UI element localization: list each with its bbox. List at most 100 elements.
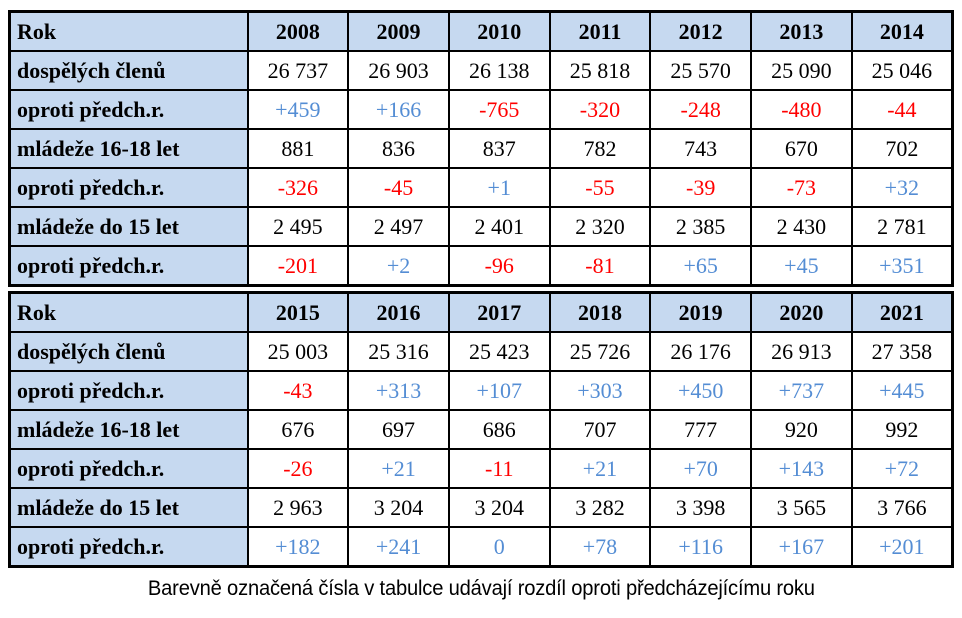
row-label: mládeže do 15 let: [8, 206, 249, 247]
diff-value: +303: [548, 370, 652, 411]
count-value: 686: [447, 409, 551, 450]
count-value: 920: [750, 409, 853, 450]
row-label: dospělých členů: [8, 331, 249, 372]
count-value: 881: [246, 128, 350, 169]
count-value: 25 818: [548, 50, 652, 91]
count-value: 25 423: [447, 331, 551, 372]
table-row: oproti předch.r. -326 -45 +1 -55 -39 -73 +32: [8, 167, 954, 208]
diff-value: -248: [649, 89, 753, 130]
diff-value: +32: [850, 167, 954, 208]
count-value: 743: [649, 128, 753, 169]
membership-table-1: Rok 2008 2009 2010 2011 2012 2013 2014 dospělých…: [8, 10, 954, 287]
diff-value: -480: [750, 89, 853, 130]
row-label: oproti předch.r.: [8, 245, 249, 287]
diff-value: +459: [246, 89, 350, 130]
year-header-row: Rok 2008 2009 2010 2011 2012 2013 2014: [8, 10, 954, 52]
row-label: mládeže 16-18 let: [8, 128, 249, 169]
diff-value: -320: [548, 89, 652, 130]
diff-value: 0: [447, 526, 551, 568]
year-header: 2014: [850, 10, 954, 52]
diff-value: +201: [850, 526, 954, 568]
count-value: 697: [347, 409, 450, 450]
count-value: 3 398: [649, 487, 753, 528]
diff-value: +2: [347, 245, 450, 287]
diff-value: +21: [347, 448, 450, 489]
row-label: oproti předch.r.: [8, 448, 249, 489]
count-value: 26 913: [750, 331, 853, 372]
row-label: mládeže do 15 let: [8, 487, 249, 528]
diff-value: +241: [347, 526, 450, 568]
year-header: 2016: [347, 291, 450, 333]
diff-value: +737: [750, 370, 853, 411]
count-value: 2 320: [548, 206, 652, 247]
diff-value: -39: [649, 167, 753, 208]
membership-table-2: Rok 2015 2016 2017 2018 2019 2020 2021 dospělých…: [8, 291, 954, 568]
corner-label: Rok: [8, 10, 249, 52]
count-value: 782: [548, 128, 652, 169]
diff-value: +72: [850, 448, 954, 489]
year-header: 2011: [548, 10, 652, 52]
row-label: oproti předch.r.: [8, 526, 249, 568]
count-value: 2 385: [649, 206, 753, 247]
count-value: 25 003: [246, 331, 350, 372]
count-value: 670: [750, 128, 853, 169]
year-header: 2008: [246, 10, 350, 52]
diff-value: +143: [750, 448, 853, 489]
diff-value: -26: [246, 448, 350, 489]
count-value: 2 401: [447, 206, 551, 247]
row-label: oproti předch.r.: [8, 167, 249, 208]
corner-label: Rok: [8, 291, 249, 333]
year-header: 2009: [347, 10, 450, 52]
diff-value: -43: [246, 370, 350, 411]
diff-value: +450: [649, 370, 753, 411]
diff-value: -11: [447, 448, 551, 489]
diff-value: +21: [548, 448, 652, 489]
row-label: oproti předch.r.: [8, 370, 249, 411]
count-value: 26 737: [246, 50, 350, 91]
table-row: oproti předch.r. +182 +241 0 +78 +116 +167 +201: [8, 526, 954, 568]
year-header: 2010: [447, 10, 551, 52]
diff-value: +351: [850, 245, 954, 287]
row-label: mládeže 16-18 let: [8, 409, 249, 450]
count-value: 25 316: [347, 331, 450, 372]
table-row: dospělých členů 25 003 25 316 25 423 25 726 2…: [8, 331, 954, 372]
year-header: 2021: [850, 291, 954, 333]
count-value: 3 282: [548, 487, 652, 528]
table-row: mládeže 16-18 let 676 697 686 707 777 920 992: [8, 409, 954, 450]
table-row: mládeže do 15 let 2 963 3 204 3 204 3 282 3 3…: [8, 487, 954, 528]
count-value: 25 046: [850, 50, 954, 91]
diff-value: +313: [347, 370, 450, 411]
table-row: oproti předch.r. +459 +166 -765 -320 -248 -480…: [8, 89, 954, 130]
row-label: dospělých členů: [8, 50, 249, 91]
diff-value: +45: [750, 245, 853, 287]
row-label: oproti předch.r.: [8, 89, 249, 130]
table-row: oproti předch.r. -43 +313 +107 +303 +450 +737 +…: [8, 370, 954, 411]
diff-value: -73: [750, 167, 853, 208]
year-header: 2018: [548, 291, 652, 333]
year-header: 2019: [649, 291, 753, 333]
count-value: 837: [447, 128, 551, 169]
diff-value: +107: [447, 370, 551, 411]
count-value: 676: [246, 409, 350, 450]
year-header: 2020: [750, 291, 853, 333]
table-row: oproti předch.r. -26 +21 -11 +21 +70 +143 +72: [8, 448, 954, 489]
table-row: oproti předch.r. -201 +2 -96 -81 +65 +45 +351: [8, 245, 954, 287]
diff-value: +167: [750, 526, 853, 568]
count-value: 2 963: [246, 487, 350, 528]
membership-tables: Rok 2008 2009 2010 2011 2012 2013 2014 dospělých…: [8, 10, 954, 568]
diff-value: -96: [447, 245, 551, 287]
table-caption: Barevně označená čísla v tabulce udávají…: [8, 577, 954, 601]
diff-value: +65: [649, 245, 753, 287]
count-value: 26 138: [447, 50, 551, 91]
diff-value: +182: [246, 526, 350, 568]
count-value: 992: [850, 409, 954, 450]
count-value: 2 430: [750, 206, 853, 247]
count-value: 3 204: [447, 487, 551, 528]
count-value: 27 358: [850, 331, 954, 372]
diff-value: -81: [548, 245, 652, 287]
count-value: 25 090: [750, 50, 853, 91]
diff-value: +166: [347, 89, 450, 130]
count-value: 2 497: [347, 206, 450, 247]
diff-value: +1: [447, 167, 551, 208]
count-value: 3 204: [347, 487, 450, 528]
